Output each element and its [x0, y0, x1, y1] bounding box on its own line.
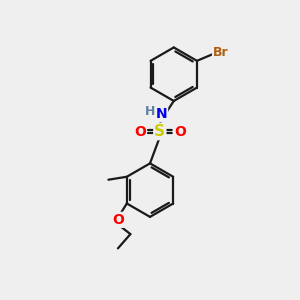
- Text: O: O: [174, 124, 186, 139]
- Text: Br: Br: [213, 46, 229, 59]
- Text: O: O: [112, 213, 124, 227]
- Text: S: S: [154, 124, 165, 139]
- Text: O: O: [134, 124, 146, 139]
- Text: N: N: [155, 107, 167, 121]
- Text: H: H: [145, 106, 155, 118]
